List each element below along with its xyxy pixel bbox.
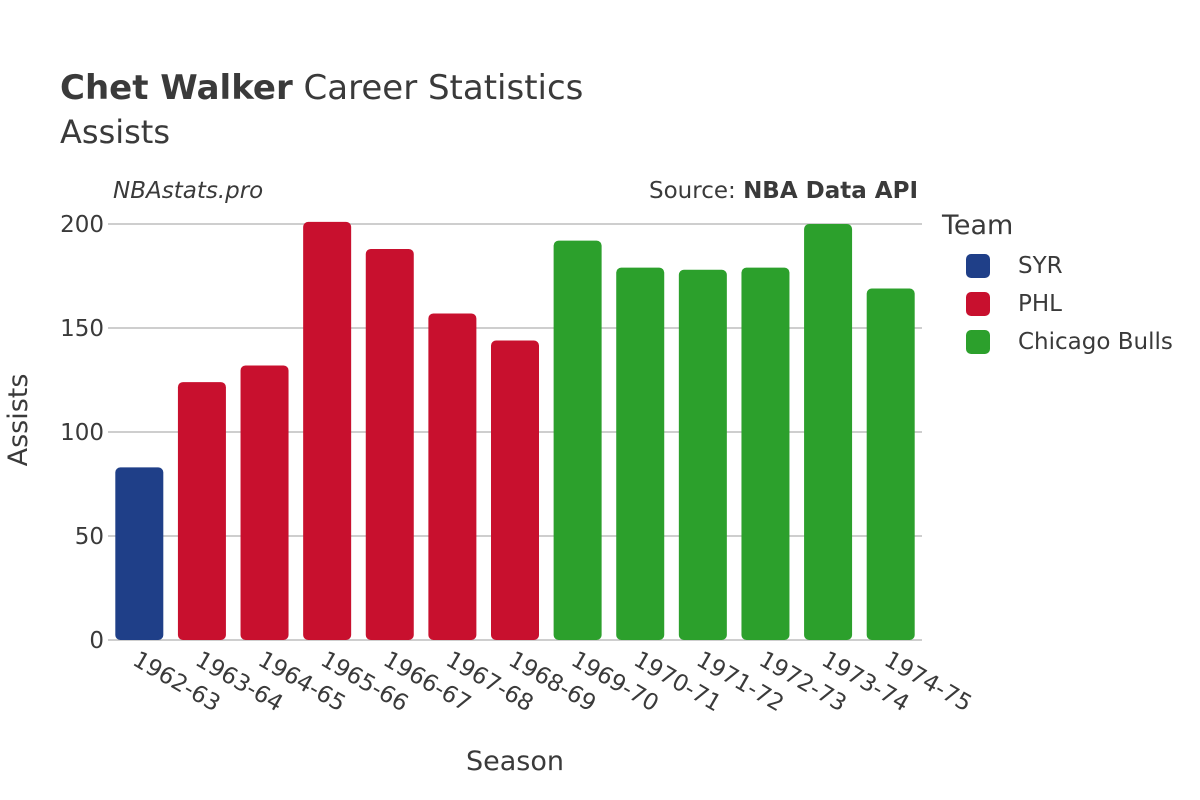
legend-title: Team xyxy=(942,210,1014,241)
legend-swatch-phl xyxy=(966,292,990,316)
y-tick-label: 200 xyxy=(60,212,104,238)
source-note: Source: NBA Data API xyxy=(649,178,918,204)
bar-1970-71[interactable] xyxy=(616,267,665,640)
watermark: NBAstats.pro xyxy=(113,178,264,204)
bar-1966-67[interactable] xyxy=(365,248,414,640)
legend-label-phl: PHL xyxy=(1018,291,1062,317)
chart-subtitle: Assists xyxy=(60,113,171,151)
y-tick-label: 0 xyxy=(89,628,104,654)
bar-1968-69[interactable] xyxy=(491,340,539,640)
bar-1971-72[interactable] xyxy=(678,269,727,640)
legend-label-chicago-bulls: Chicago Bulls xyxy=(1018,329,1173,355)
legend-item-phl[interactable]: PHL xyxy=(966,291,1062,317)
player-name: Chet Walker xyxy=(60,68,293,108)
bar-1969-70[interactable] xyxy=(553,240,602,640)
title-rest: Career Statistics xyxy=(303,68,584,108)
y-tick-labels: 0 50 100 150 200 xyxy=(60,212,104,654)
source-prefix: Source: xyxy=(649,178,744,204)
chart-title: Chet Walker Career Statistics xyxy=(60,68,583,108)
bar-1962-63[interactable] xyxy=(115,467,164,640)
bar-1974-75[interactable] xyxy=(866,288,915,640)
x-axis-label: Season xyxy=(466,746,564,777)
bar-1973-74[interactable] xyxy=(804,224,853,640)
bar-1972-73[interactable] xyxy=(741,267,790,640)
bar-1963-64[interactable] xyxy=(177,382,226,640)
bar-1965-66[interactable] xyxy=(303,221,352,641)
legend-label-syr: SYR xyxy=(1018,253,1063,279)
legend-swatch-syr xyxy=(966,254,990,278)
bar-1964-65[interactable] xyxy=(240,365,289,640)
bars xyxy=(115,221,915,641)
legend-swatch-chicago-bulls xyxy=(966,330,990,354)
y-tick-label: 150 xyxy=(60,316,104,342)
bar-1967-68[interactable] xyxy=(428,313,477,640)
y-tick-label: 50 xyxy=(75,524,104,550)
legend-item-syr[interactable]: SYR xyxy=(966,253,1063,279)
y-tick-label: 100 xyxy=(60,420,104,446)
source-name: NBA Data API xyxy=(743,178,918,204)
y-axis-label: Assists xyxy=(3,374,34,467)
x-tick-labels: 1962-631963-641964-651965-661966-671967-… xyxy=(128,647,976,718)
legend-item-chicago-bulls[interactable]: Chicago Bulls xyxy=(966,329,1173,355)
